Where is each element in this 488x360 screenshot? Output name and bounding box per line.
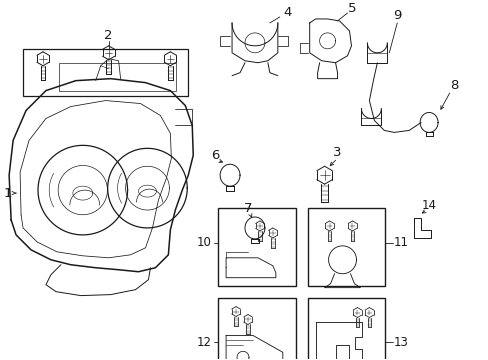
Text: 7: 7: [243, 202, 252, 215]
Text: 11: 11: [393, 237, 408, 249]
Text: 14: 14: [421, 199, 436, 212]
Text: 5: 5: [347, 3, 356, 15]
Text: 3: 3: [333, 146, 341, 159]
Text: 10: 10: [196, 237, 211, 249]
Bar: [307, 208, 385, 286]
Text: 12: 12: [196, 336, 211, 349]
Bar: [59, 63, 176, 91]
Text: 4: 4: [283, 6, 291, 19]
Text: 8: 8: [449, 79, 457, 92]
Bar: [218, 298, 295, 360]
Bar: [218, 208, 295, 286]
Text: 13: 13: [393, 336, 408, 349]
Text: 6: 6: [210, 149, 219, 162]
Bar: [23, 49, 188, 95]
Text: 2: 2: [104, 30, 113, 42]
Text: 9: 9: [392, 9, 401, 22]
Bar: [307, 298, 385, 360]
Text: 1: 1: [4, 186, 12, 199]
